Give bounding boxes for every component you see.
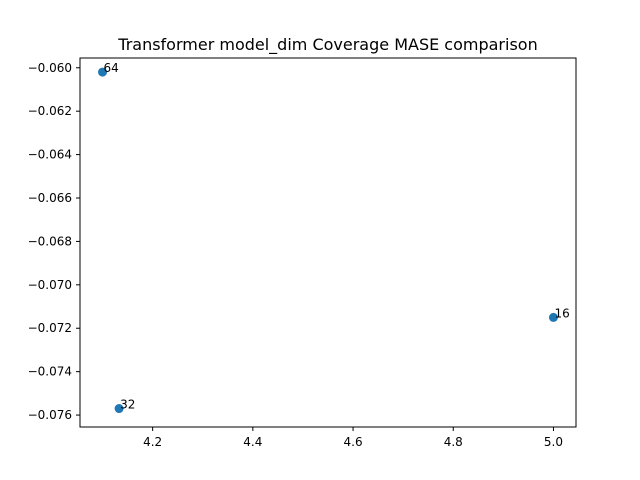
data-point-32 (114, 404, 124, 414)
y-tick-label: −0.060 (28, 61, 72, 75)
y-tick-label: −0.064 (28, 148, 72, 162)
axis-ticks: 4.2 4.4 4.6 4.8 5.0 −0.060 −0.062 −0.064 −0.066 −… (28, 61, 563, 449)
y-tick-label: −0.068 (28, 234, 72, 248)
data-point-64 (98, 67, 108, 77)
point-label-16: 16 (554, 306, 569, 320)
point-label-64: 64 (104, 61, 119, 75)
x-tick-label: 4.2 (143, 435, 162, 449)
y-tick-label: −0.074 (28, 365, 72, 379)
y-tick-label: −0.062 (28, 104, 72, 118)
point-label-32: 32 (120, 398, 135, 412)
y-tick-label: −0.072 (28, 321, 72, 335)
x-tick-label: 4.6 (344, 435, 363, 449)
data-points: 64 16 32 (98, 61, 570, 414)
x-tick-label: 4.8 (444, 435, 463, 449)
chart-title: Transformer model_dim Coverage MASE comp… (117, 35, 537, 55)
x-tick-label: 5.0 (544, 435, 563, 449)
x-tick-label: 4.4 (243, 435, 262, 449)
y-tick-label: −0.066 (28, 191, 72, 205)
plot-frame (79, 57, 577, 428)
data-point-16 (548, 312, 558, 322)
y-tick-label: −0.076 (28, 408, 72, 422)
y-tick-label: −0.070 (28, 278, 72, 292)
